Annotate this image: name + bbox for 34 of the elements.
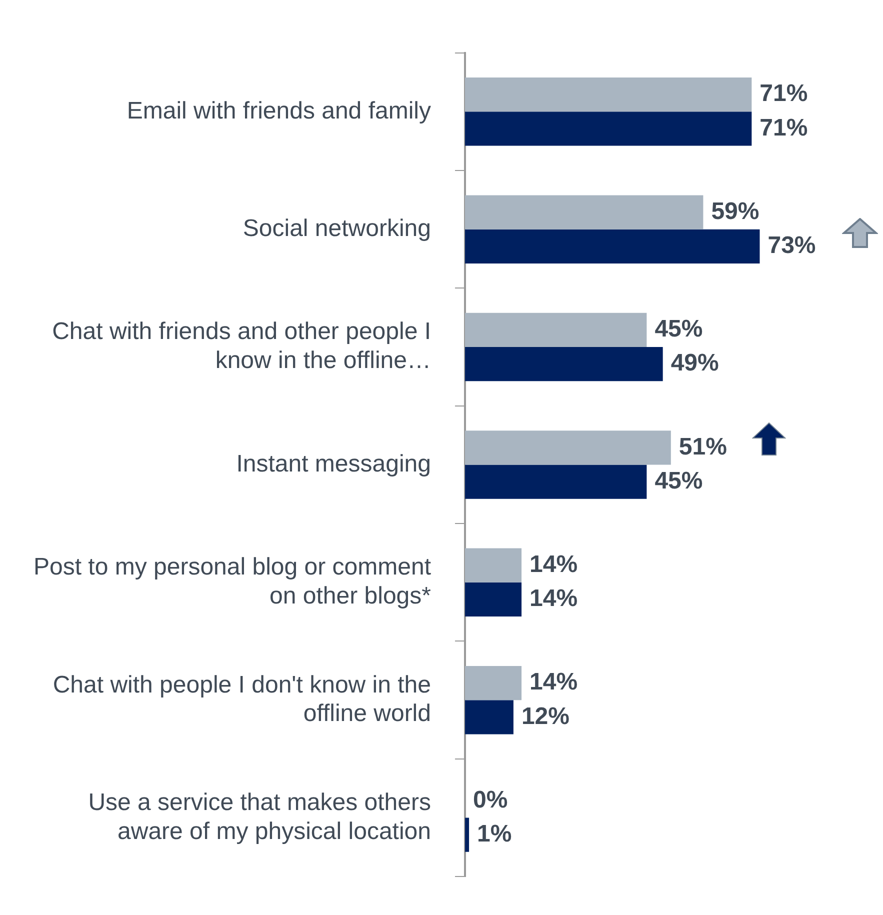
- bar: [465, 78, 752, 112]
- y-tick-label: Chat with people I don't know in the offline world: [52, 671, 431, 728]
- data-label: 71%: [760, 80, 808, 108]
- data-label: 14%: [530, 585, 578, 612]
- data-label: 1%: [477, 820, 512, 848]
- y-tick-label: Chat with friends and other people I know in the offline…: [52, 318, 431, 374]
- data-label: 14%: [530, 550, 578, 578]
- bar: [465, 548, 522, 582]
- data-label: 14%: [530, 668, 578, 696]
- data-label: 12%: [521, 702, 570, 730]
- bar: [465, 582, 522, 617]
- y-tick-label: Use a service that makes others aware of my physical location: [88, 788, 431, 845]
- bar: [465, 464, 647, 499]
- bar: [465, 818, 470, 852]
- bar: [465, 430, 671, 465]
- data-label: 71%: [760, 114, 808, 142]
- bar: [465, 195, 704, 230]
- data-label: 51%: [678, 433, 727, 460]
- data-label: 59%: [711, 198, 760, 225]
- bar: [465, 229, 760, 264]
- y-tick-label: Instant messaging: [236, 450, 431, 478]
- data-label: 45%: [654, 467, 703, 494]
- y-tick-label: Post to my personal blog or comment on other blogs*: [33, 554, 432, 610]
- data-label: 45%: [654, 316, 703, 343]
- bar: [465, 347, 663, 382]
- bar: [465, 112, 752, 146]
- y-tick-label: Social networking: [242, 214, 431, 242]
- data-label: 49%: [670, 350, 719, 377]
- data-label: 73%: [768, 232, 816, 260]
- bar: [465, 700, 514, 734]
- data-label: 0%: [473, 786, 508, 814]
- bar: [465, 312, 647, 348]
- bar: [465, 666, 522, 700]
- y-tick-label: Email with friends and family: [126, 97, 431, 124]
